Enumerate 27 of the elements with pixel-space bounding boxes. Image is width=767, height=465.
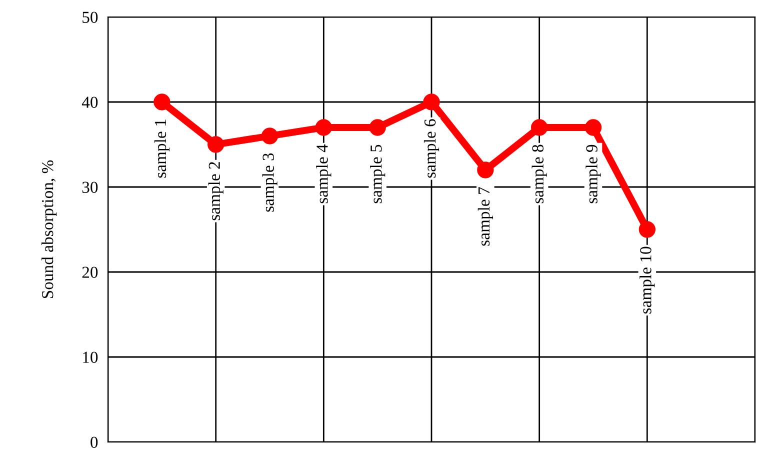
point — [423, 94, 440, 110]
y-tick-label: 10 — [83, 352, 98, 363]
x-tick-label: sample 5 — [370, 144, 386, 204]
point — [154, 94, 170, 110]
x-tick-label: sample 1 — [154, 120, 170, 178]
point — [261, 128, 278, 144]
y-tick-label: 0 — [90, 436, 98, 448]
x-tick-label: sample 3 — [262, 153, 278, 212]
y-tick-label: 30 — [82, 182, 98, 193]
point — [477, 162, 494, 178]
point — [369, 119, 386, 136]
x-tick-label: sample 4 — [316, 144, 332, 204]
x-tick-label: sample 8 — [532, 144, 547, 204]
point — [584, 119, 602, 136]
y-axis-title: Sound absorption, % — [41, 160, 57, 298]
x-tick-label: sample 2 — [208, 162, 224, 220]
point — [638, 221, 656, 238]
x-tick-label: sample 10 — [640, 246, 655, 314]
point — [208, 136, 224, 153]
x-tick-label: sample 7 — [478, 187, 493, 246]
y-tick-label: 50 — [82, 12, 98, 23]
point — [531, 119, 548, 136]
x-tick-label: sample 6 — [424, 119, 440, 178]
y-tick-label: 40 — [82, 96, 98, 108]
point — [315, 119, 332, 136]
x-tick-label: sample 9 — [586, 144, 601, 204]
y-tick-label: 20 — [82, 266, 98, 278]
